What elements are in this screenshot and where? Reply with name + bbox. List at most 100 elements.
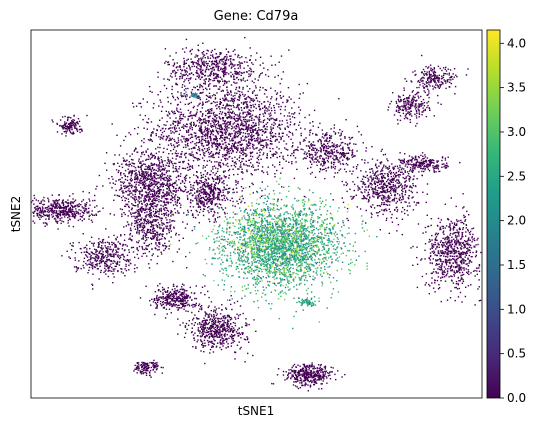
scatter-point	[411, 191, 413, 194]
scatter-point	[403, 177, 406, 180]
scatter-point	[393, 200, 395, 202]
scatter-point	[268, 109, 270, 112]
scatter-point	[201, 76, 203, 78]
scatter-point	[216, 198, 219, 201]
scatter-point	[172, 71, 174, 73]
scatter-point	[263, 93, 266, 95]
scatter-point	[304, 151, 306, 153]
scatter-point	[189, 96, 191, 98]
scatter-point	[420, 100, 423, 103]
scatter-point	[387, 109, 389, 111]
scatter-point	[225, 113, 227, 116]
scatter-point	[308, 141, 311, 143]
scatter-point	[422, 103, 424, 105]
scatter-point	[216, 75, 219, 78]
scatter-point	[197, 54, 199, 57]
scatter-point	[132, 106, 135, 108]
scatter-point	[252, 63, 254, 66]
scatter-point	[183, 81, 185, 83]
scatter-point	[47, 199, 50, 201]
scatter-point	[270, 143, 272, 145]
scatter-point	[409, 205, 411, 207]
scatter-point	[288, 161, 290, 163]
scatter-point	[416, 286, 419, 289]
scatter-point	[222, 70, 224, 72]
scatter-point	[401, 195, 403, 197]
scatter-point	[449, 223, 451, 225]
scatter-point	[213, 79, 216, 82]
scatter-point	[192, 74, 195, 76]
scatter-point	[262, 144, 264, 147]
scatter-point	[330, 162, 333, 165]
scatter-point	[402, 112, 405, 115]
scatter-point	[232, 139, 235, 141]
scatter-point	[462, 273, 465, 276]
scatter-point	[415, 162, 417, 164]
scatter-point	[206, 148, 208, 150]
scatter-point	[457, 231, 459, 233]
scatter-point	[256, 100, 259, 102]
scatter-point	[399, 119, 402, 122]
scatter-point	[451, 269, 453, 272]
scatter-point	[308, 156, 311, 158]
scatter-point	[216, 170, 219, 173]
scatter-point	[448, 237, 450, 239]
scatter-point	[223, 175, 225, 177]
scatter-point	[334, 166, 337, 168]
scatter-point	[212, 188, 215, 190]
scatter-point	[383, 187, 386, 189]
scatter-point	[378, 195, 380, 197]
scatter-point	[333, 161, 336, 164]
scatter-point	[374, 187, 377, 189]
scatter-point	[428, 170, 431, 172]
scatter-point	[327, 145, 329, 147]
scatter-point	[64, 201, 67, 203]
scatter-point	[372, 172, 374, 174]
scatter-point	[240, 149, 243, 151]
scatter-point	[437, 167, 439, 169]
scatter-point	[413, 97, 415, 99]
scatter-point	[281, 135, 284, 137]
scatter-point	[246, 136, 248, 138]
scatter-point	[234, 68, 236, 70]
scatter-point	[383, 201, 385, 204]
scatter-point	[230, 67, 233, 69]
scatter-point	[178, 144, 180, 146]
scatter-point	[447, 259, 449, 262]
scatter-point	[455, 262, 457, 264]
scatter-point	[42, 199, 44, 201]
scatter-point	[423, 105, 426, 107]
scatter-point	[274, 64, 277, 66]
scatter-point	[181, 84, 184, 86]
scatter-point	[241, 178, 244, 180]
scatter-point	[224, 138, 226, 141]
scatter-point	[390, 194, 393, 196]
scatter-point	[409, 107, 412, 109]
scatter-point	[180, 113, 183, 116]
scatter-point	[198, 141, 201, 144]
scatter-point	[365, 222, 367, 224]
scatter-point	[161, 137, 163, 139]
scatter-point	[173, 63, 176, 66]
scatter-point	[226, 126, 228, 128]
scatter-point	[461, 271, 464, 274]
scatter-point	[212, 198, 214, 200]
scatter-point	[186, 195, 189, 197]
scatter-point	[352, 181, 354, 183]
scatter-point	[281, 186, 283, 188]
scatter-point	[457, 252, 460, 255]
scatter-point	[189, 49, 192, 52]
scatter-point	[214, 174, 216, 176]
scatter-point	[396, 206, 398, 208]
scatter-point	[265, 156, 268, 159]
scatter-point	[235, 181, 237, 183]
scatter-point	[135, 105, 138, 107]
scatter-point	[238, 115, 241, 117]
scatter-point	[299, 143, 301, 145]
scatter-point	[381, 148, 383, 151]
scatter-point	[312, 132, 314, 135]
scatter-point	[173, 110, 176, 113]
scatter-point	[189, 137, 192, 139]
scatter-point	[47, 209, 49, 212]
scatter-point	[242, 77, 245, 79]
